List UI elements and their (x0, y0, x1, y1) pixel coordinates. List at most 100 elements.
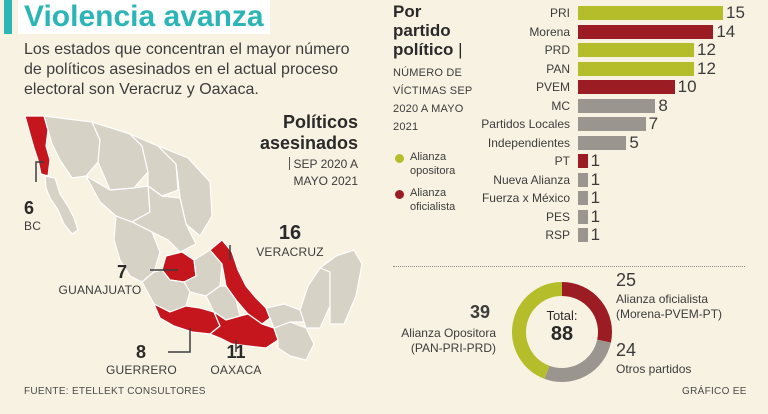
bar-category-label: Partidos Locales (481, 117, 570, 131)
legend-label: opositora (410, 165, 456, 177)
bar-morena (578, 24, 714, 39)
party-title-line2: partido (393, 21, 451, 40)
party-subtitle: NÚMERO DE VÍCTIMAS SEP 2020 A MAYO 2021 (393, 64, 485, 136)
donut-total-label: Total: (546, 308, 578, 323)
bar-value-label: 7 (648, 114, 659, 133)
donut-label-line: (PAN-PRI-PRD) (410, 341, 496, 355)
state-label-guerrero: 8 GUERRERO (106, 342, 177, 377)
state-count: 16 (278, 222, 302, 244)
donut-value-opositora: 39 (470, 302, 491, 322)
party-bar-chart: PRI 15 Morena 14 PRD 12 PAN 12 PVEM 10 MC 8 Partidos… (470, 0, 760, 260)
bar-pt (578, 154, 588, 168)
bar-category-label: PRD (544, 43, 570, 57)
state-label-guanajuato: 7 GUANAJUATO (44, 262, 156, 297)
state-name: VERACRUZ (256, 245, 324, 259)
donut-label-line: (Morena-PVEM-PT) (616, 307, 723, 321)
bar-value-label: 10 (677, 77, 697, 96)
bar-value-label: 14 (716, 21, 736, 41)
legend-dot-icon (395, 154, 404, 163)
bar-pri (578, 6, 723, 20)
map-period-line1: SEP 2020 A (293, 157, 359, 171)
state-label-veracruz: 16 VERACRUZ (244, 222, 336, 259)
party-sub-line: VÍCTIMAS SEP (393, 85, 473, 97)
state-count: 6 (24, 198, 35, 218)
donut-slice-1 (544, 339, 611, 382)
bar-value-label: 1 (590, 206, 601, 226)
bar-category-label: Morena (529, 24, 570, 39)
bar-fuerza-x-m-xico (578, 191, 588, 205)
state-name: GUERRERO (106, 363, 177, 377)
map-state-bcs (44, 175, 79, 235)
legend-dot-icon (395, 190, 404, 199)
party-sub-line: 2021 (393, 121, 419, 133)
bar-category-label: PES (545, 209, 570, 224)
legend-label: oficialista (410, 201, 456, 213)
bar-category-label: PAN (546, 61, 570, 76)
donut-label-line: Alianza Opositora (401, 326, 496, 340)
party-sub-line: 2020 A MAYO (393, 103, 464, 115)
map-state-yucatan (319, 249, 363, 325)
bar-independientes (578, 135, 627, 150)
map-state-sonora (43, 115, 101, 179)
state-count: 7 (116, 262, 127, 282)
state-name: BC (24, 219, 42, 233)
donut-value-otros: 24 (616, 340, 637, 360)
bar-category-label: MC (551, 98, 570, 113)
map-title-line1: Políticos (282, 112, 358, 132)
bar-value-label: 8 (658, 95, 668, 115)
state-count: 8 (135, 342, 146, 362)
bar-category-label: PT (554, 154, 570, 168)
bar-value-label: 1 (590, 188, 601, 207)
title-accent-bar (4, 0, 12, 34)
map-state-tabasco (265, 303, 307, 329)
donut-label-otros: Otros partidos (616, 362, 691, 377)
state-label-oaxaca: 11 OAXACA (206, 342, 266, 377)
bar-category-label: Nueva Alianza (493, 172, 570, 187)
bar-value-label: 12 (697, 40, 716, 59)
map-state-campeche (299, 267, 331, 329)
donut-label-line: Alianza oficialista (616, 292, 709, 306)
party-sub-line: NÚMERO DE (393, 67, 463, 79)
bar-value-label: 1 (590, 225, 601, 244)
bar-prd (578, 43, 694, 57)
donut-total-value: 88 (550, 323, 574, 345)
bar-pes (578, 209, 588, 224)
map-state-nuevoleon (157, 145, 213, 237)
donut-label-line: Otros partidos (616, 362, 692, 376)
bar-category-label: Independientes (487, 135, 570, 150)
bar-mc (578, 98, 656, 113)
bar-category-label: RSP (545, 228, 570, 242)
donut-svg (512, 282, 612, 382)
bar-value-label: 15 (726, 3, 745, 22)
party-title: Por partido político | (393, 2, 485, 59)
state-label-bc: 6 BC (24, 198, 41, 233)
donut-value-oficialista: 25 (616, 270, 637, 290)
source-note: FUENTE: ETELLEKT CONSULTORES (24, 386, 206, 397)
leader-bc (35, 161, 44, 182)
divider (393, 266, 745, 267)
donut-chart: Total: 88 25 Alianza oficialista (Morena… (380, 266, 768, 396)
state-count: 11 (226, 342, 246, 362)
credit-note: GRÁFICO EE (682, 386, 747, 397)
page-title: Violencia avanza (18, 0, 270, 34)
bar-category-label: PVEM (535, 80, 570, 94)
party-title-line3: político (393, 40, 454, 59)
bar-rsp (578, 228, 588, 242)
bar-category-label: Fuerza x México (481, 191, 570, 205)
leader-guerrero (168, 328, 191, 353)
bar-category-label: PRI (549, 6, 570, 20)
party-title-line1: Por (393, 2, 422, 21)
bar-pvem (578, 80, 675, 94)
bar-value-label: 1 (590, 151, 601, 170)
state-name: OAXACA (210, 363, 262, 377)
legend-label: Alianza (410, 187, 447, 199)
map-period-line2: MAYO 2021 (293, 174, 358, 188)
donut-label-oficialista: Alianza oficialista (Morena-PVEM-PT) (616, 292, 722, 322)
donut-slice-0 (561, 282, 612, 343)
donut-label-opositora: Alianza Opositora (PAN-PRI-PRD) (380, 326, 496, 356)
legend-label: Alianza (410, 151, 447, 163)
subtitle: Los estados que concentran el mayor núme… (24, 41, 350, 98)
map-state-oaxaca (209, 311, 279, 349)
bar-nueva-alianza (578, 172, 588, 187)
bar-value-label: 12 (697, 58, 716, 78)
